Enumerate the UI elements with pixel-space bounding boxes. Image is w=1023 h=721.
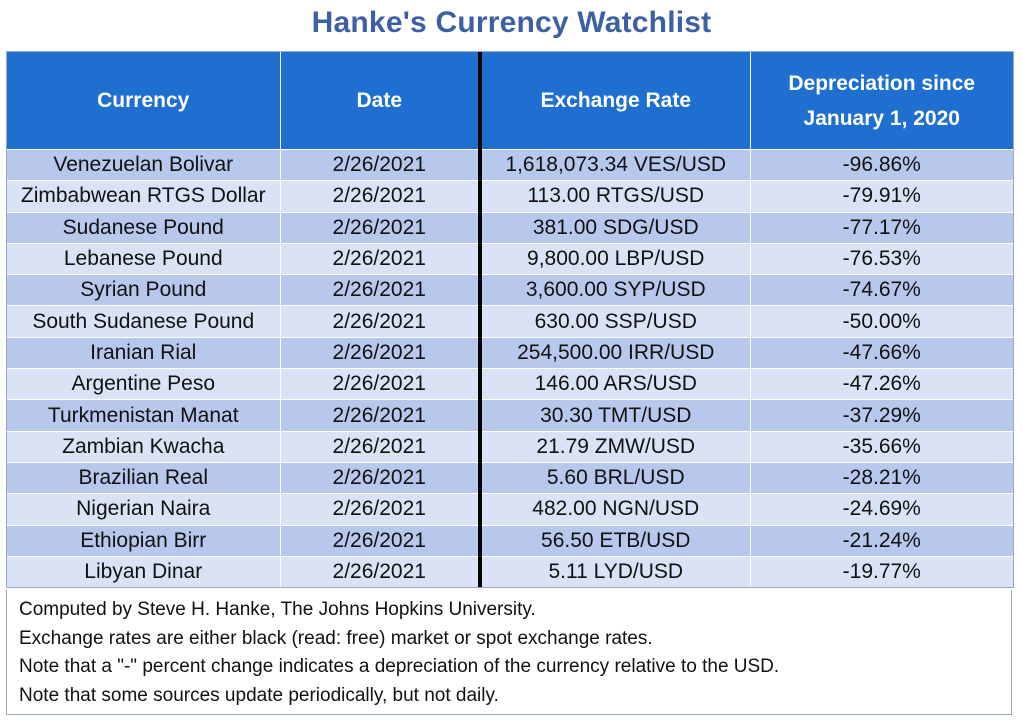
cell-currency: Ethiopian Birr	[7, 524, 281, 557]
cell-exchange-rate: 3,600.00 SYP/USD	[480, 274, 751, 306]
header-date: Date	[280, 52, 482, 150]
cell-currency: Iranian Rial	[7, 336, 281, 369]
table-header-row: Currency Date Exchange Rate Depreciation…	[7, 52, 1013, 150]
cell-exchange-rate: 254,500.00 IRR/USD	[480, 336, 751, 369]
cell-currency: Sudanese Pound	[7, 211, 281, 244]
cell-depreciation: -28.21%	[750, 461, 1013, 494]
cell-exchange-rate: 5.11 LYD/USD	[480, 555, 751, 588]
header-exchange-rate: Exchange Rate	[480, 52, 751, 150]
cell-date: 2/26/2021	[280, 399, 482, 432]
cell-exchange-rate: 9,800.00 LBP/USD	[480, 242, 751, 275]
cell-depreciation: -79.91%	[750, 180, 1013, 213]
cell-depreciation: -21.24%	[750, 524, 1013, 557]
table-row: Iranian Rial 2/26/2021 254,500.00 IRR/USD -…	[7, 336, 1013, 369]
cell-depreciation: -24.69%	[750, 493, 1013, 526]
notes-box: Computed by Steve H. Hanke, The Johns Ho…	[6, 590, 1012, 715]
table-row: Ethiopian Birr 2/26/2021 56.50 ETB/USD -21.…	[7, 524, 1013, 557]
cell-currency: Venezuelan Bolivar	[7, 148, 281, 181]
cell-exchange-rate: 5.60 BRL/USD	[480, 461, 751, 494]
cell-exchange-rate: 30.30 TMT/USD	[480, 399, 751, 432]
cell-date: 2/26/2021	[280, 180, 482, 213]
cell-depreciation: -35.66%	[750, 430, 1013, 463]
cell-date: 2/26/2021	[280, 368, 482, 400]
cell-depreciation: -50.00%	[750, 305, 1013, 338]
cell-exchange-rate: 630.00 SSP/USD	[480, 305, 751, 338]
cell-depreciation: -19.77%	[750, 555, 1013, 588]
cell-date: 2/26/2021	[280, 461, 482, 494]
cell-depreciation: -77.17%	[750, 211, 1013, 244]
watchlist-table: Currency Date Exchange Rate Depreciation…	[7, 52, 1013, 588]
note-line: Computed by Steve H. Hanke, The Johns Ho…	[19, 599, 536, 620]
cell-currency: Syrian Pound	[7, 274, 281, 306]
cell-currency: Lebanese Pound	[7, 242, 281, 275]
note-line: Note that some sources update periodical…	[19, 684, 499, 706]
table-row: Lebanese Pound 2/26/2021 9,800.00 LBP/USD -…	[7, 242, 1013, 275]
table-row: Brazilian Real 2/26/2021 5.60 BRL/USD -28.2…	[7, 461, 1013, 494]
cell-currency: Zimbabwean RTGS Dollar	[7, 180, 281, 213]
cell-currency: Argentine Peso	[7, 368, 281, 400]
cell-exchange-rate: 1,618,073.34 VES/USD	[480, 148, 751, 181]
cell-depreciation: -37.29%	[750, 399, 1013, 432]
table-body: Venezuelan Bolivar 2/26/2021 1,618,073.34 …	[7, 148, 1013, 588]
cell-currency: Nigerian Naira	[7, 493, 281, 526]
cell-date: 2/26/2021	[280, 305, 482, 338]
cell-currency: Turkmenistan Manat	[7, 399, 281, 432]
cell-date: 2/26/2021	[280, 493, 482, 526]
cell-currency: Libyan Dinar	[7, 555, 281, 588]
header-currency: Currency	[7, 52, 281, 150]
cell-exchange-rate: 381.00 SDG/USD	[480, 211, 751, 244]
header-depreciation-line1: Depreciation since	[788, 71, 976, 95]
cell-date: 2/26/2021	[280, 555, 482, 588]
table-row: Turkmenistan Manat 2/26/2021 30.30 TMT/USD…	[7, 399, 1013, 432]
cell-exchange-rate: 146.00 ARS/USD	[480, 368, 751, 400]
note-line: Exchange rates are either black (read: f…	[19, 627, 653, 649]
table-row: Syrian Pound 2/26/2021 3,600.00 SYP/USD -74…	[7, 274, 1013, 306]
table-row: Zimbabwean RTGS Dollar 2/26/2021 113.00 RT…	[7, 180, 1013, 213]
table-row: Sudanese Pound 2/26/2021 381.00 SDG/USD -77…	[7, 211, 1013, 244]
note-line: Note that a "-" percent change indicates…	[19, 656, 780, 677]
cell-date: 2/26/2021	[280, 211, 482, 244]
cell-date: 2/26/2021	[280, 336, 482, 369]
cell-exchange-rate: 56.50 ETB/USD	[480, 524, 751, 557]
cell-currency: Brazilian Real	[7, 461, 281, 494]
cell-date: 2/26/2021	[280, 242, 482, 275]
cell-depreciation: -76.53%	[750, 242, 1013, 275]
table-row: Libyan Dinar 2/26/2021 5.11 LYD/USD -19.77%	[7, 555, 1013, 588]
cell-currency: South Sudanese Pound	[7, 305, 281, 338]
cell-depreciation: -74.67%	[750, 274, 1013, 306]
cell-exchange-rate: 21.79 ZMW/USD	[480, 430, 751, 463]
cell-date: 2/26/2021	[280, 148, 482, 181]
cell-exchange-rate: 113.00 RTGS/USD	[480, 180, 751, 213]
cell-date: 2/26/2021	[280, 430, 482, 463]
cell-depreciation: -47.66%	[750, 336, 1013, 369]
cell-currency: Zambian Kwacha	[7, 430, 281, 463]
header-depreciation-line2: January 1, 2020	[803, 106, 960, 130]
table-row: Venezuelan Bolivar 2/26/2021 1,618,073.34 …	[7, 148, 1013, 181]
watchlist-table-container: Currency Date Exchange Rate Depreciation…	[6, 51, 1014, 589]
table-row: Nigerian Naira 2/26/2021 482.00 NGN/USD -24…	[7, 493, 1013, 526]
cell-date: 2/26/2021	[280, 274, 482, 306]
cell-exchange-rate: 482.00 NGN/USD	[480, 493, 751, 526]
table-row: Argentine Peso 2/26/2021 146.00 ARS/USD -47…	[7, 368, 1013, 400]
table-row: South Sudanese Pound 2/26/2021 630.00 SSP/…	[7, 305, 1013, 338]
page-title: Hanke's Currency Watchlist	[311, 6, 712, 39]
header-depreciation: Depreciation since January 1, 2020	[750, 52, 1013, 150]
cell-depreciation: -96.86%	[750, 148, 1013, 181]
cell-depreciation: -47.26%	[750, 368, 1013, 400]
table-row: Zambian Kwacha 2/26/2021 21.79 ZMW/USD -35.…	[7, 430, 1013, 463]
cell-date: 2/26/2021	[280, 524, 482, 557]
